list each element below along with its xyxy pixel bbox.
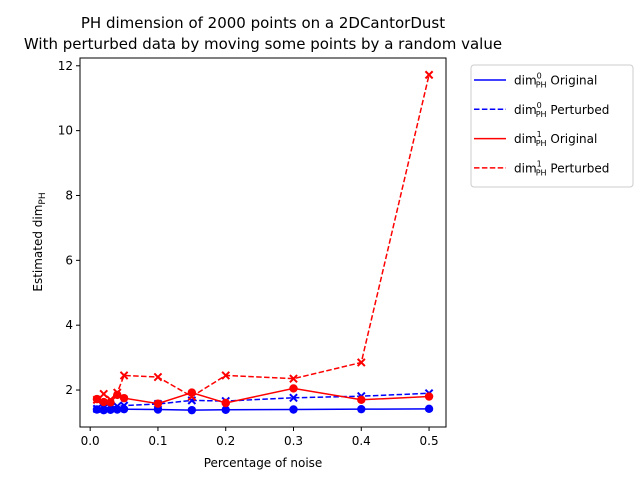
y-tick-label: 6 — [65, 253, 73, 267]
y-axis-label-main: Estimated dim — [31, 205, 45, 292]
data-point — [289, 384, 298, 393]
data-point — [153, 372, 163, 382]
x-axis-ticks: 0.0 0.1 0.2 0.3 0.4 0.5 — [81, 427, 439, 448]
y-axis-label-sub: PH — [38, 192, 48, 204]
data-point — [221, 398, 230, 408]
series-line — [96, 392, 430, 410]
data-point — [119, 393, 129, 403]
y-tick-label: 8 — [65, 188, 73, 202]
data-point — [113, 390, 122, 400]
data-point — [112, 388, 122, 397]
data-point — [356, 358, 366, 367]
legend: dim0 PH Original dim0 PH Perturbed dim1 PH Or… — [470, 64, 634, 188]
series-line — [96, 74, 430, 401]
data-point — [99, 397, 108, 407]
legend-label: dim1 PH Perturbed — [514, 159, 609, 177]
data-point — [119, 371, 129, 380]
data-point — [119, 401, 129, 410]
y-tick-label: 4 — [65, 318, 73, 332]
data-point — [92, 404, 102, 414]
data-point — [289, 374, 298, 383]
series-3 — [92, 70, 434, 405]
data-point — [112, 401, 122, 411]
data-point — [187, 405, 197, 415]
plot-series — [92, 70, 434, 415]
data-point — [106, 398, 115, 407]
data-point — [424, 392, 434, 401]
legend-label: dim1 PH Original — [514, 130, 597, 148]
chart-title: PH dimension of 2000 points on a 2DCanto… — [81, 14, 445, 32]
x-tick-label: 0.1 — [148, 434, 167, 448]
series-0 — [92, 404, 434, 415]
legend-frame — [470, 64, 634, 188]
y-tick-label: 2 — [65, 383, 73, 397]
y-tick-label: 12 — [58, 59, 73, 73]
y-axis-label: Estimated dimPH — [31, 192, 48, 291]
data-point — [92, 395, 102, 405]
legend-entry: dim1 PH Original — [474, 130, 597, 148]
chart-subtitle: With perturbed data by moving some point… — [24, 35, 502, 53]
x-tick-label: 0.5 — [420, 434, 439, 448]
legend-entry: dim0 PH Original — [474, 72, 597, 90]
data-point — [221, 371, 231, 380]
data-point — [221, 405, 230, 415]
y-axis-ticks: 2 4 6 8 10 12 — [58, 59, 80, 397]
data-point — [153, 399, 163, 408]
data-point — [357, 404, 366, 414]
data-point — [357, 395, 366, 404]
x-tick-label: 0.4 — [352, 434, 371, 448]
series-line — [96, 408, 430, 411]
plot-frame — [79, 57, 447, 428]
series-2 — [92, 384, 434, 408]
x-tick-label: 0.0 — [81, 434, 100, 448]
x-axis-label: Percentage of noise — [204, 456, 323, 470]
x-tick-label: 0.2 — [216, 434, 235, 448]
legend-entry: dim0 PH Perturbed — [474, 101, 609, 119]
legend-entry: dim1 PH Perturbed — [474, 159, 609, 177]
data-point — [424, 404, 434, 414]
data-point — [106, 395, 115, 405]
data-point — [289, 393, 298, 403]
data-point — [424, 70, 434, 80]
data-point — [187, 392, 197, 401]
data-point — [99, 389, 109, 399]
data-point — [289, 405, 298, 414]
series-line — [96, 387, 430, 405]
legend-label: dim0 PH Original — [514, 72, 597, 90]
legend-label: dim0 PH Perturbed — [514, 101, 609, 119]
y-tick-label: 10 — [58, 124, 73, 138]
x-tick-label: 0.3 — [284, 434, 303, 448]
